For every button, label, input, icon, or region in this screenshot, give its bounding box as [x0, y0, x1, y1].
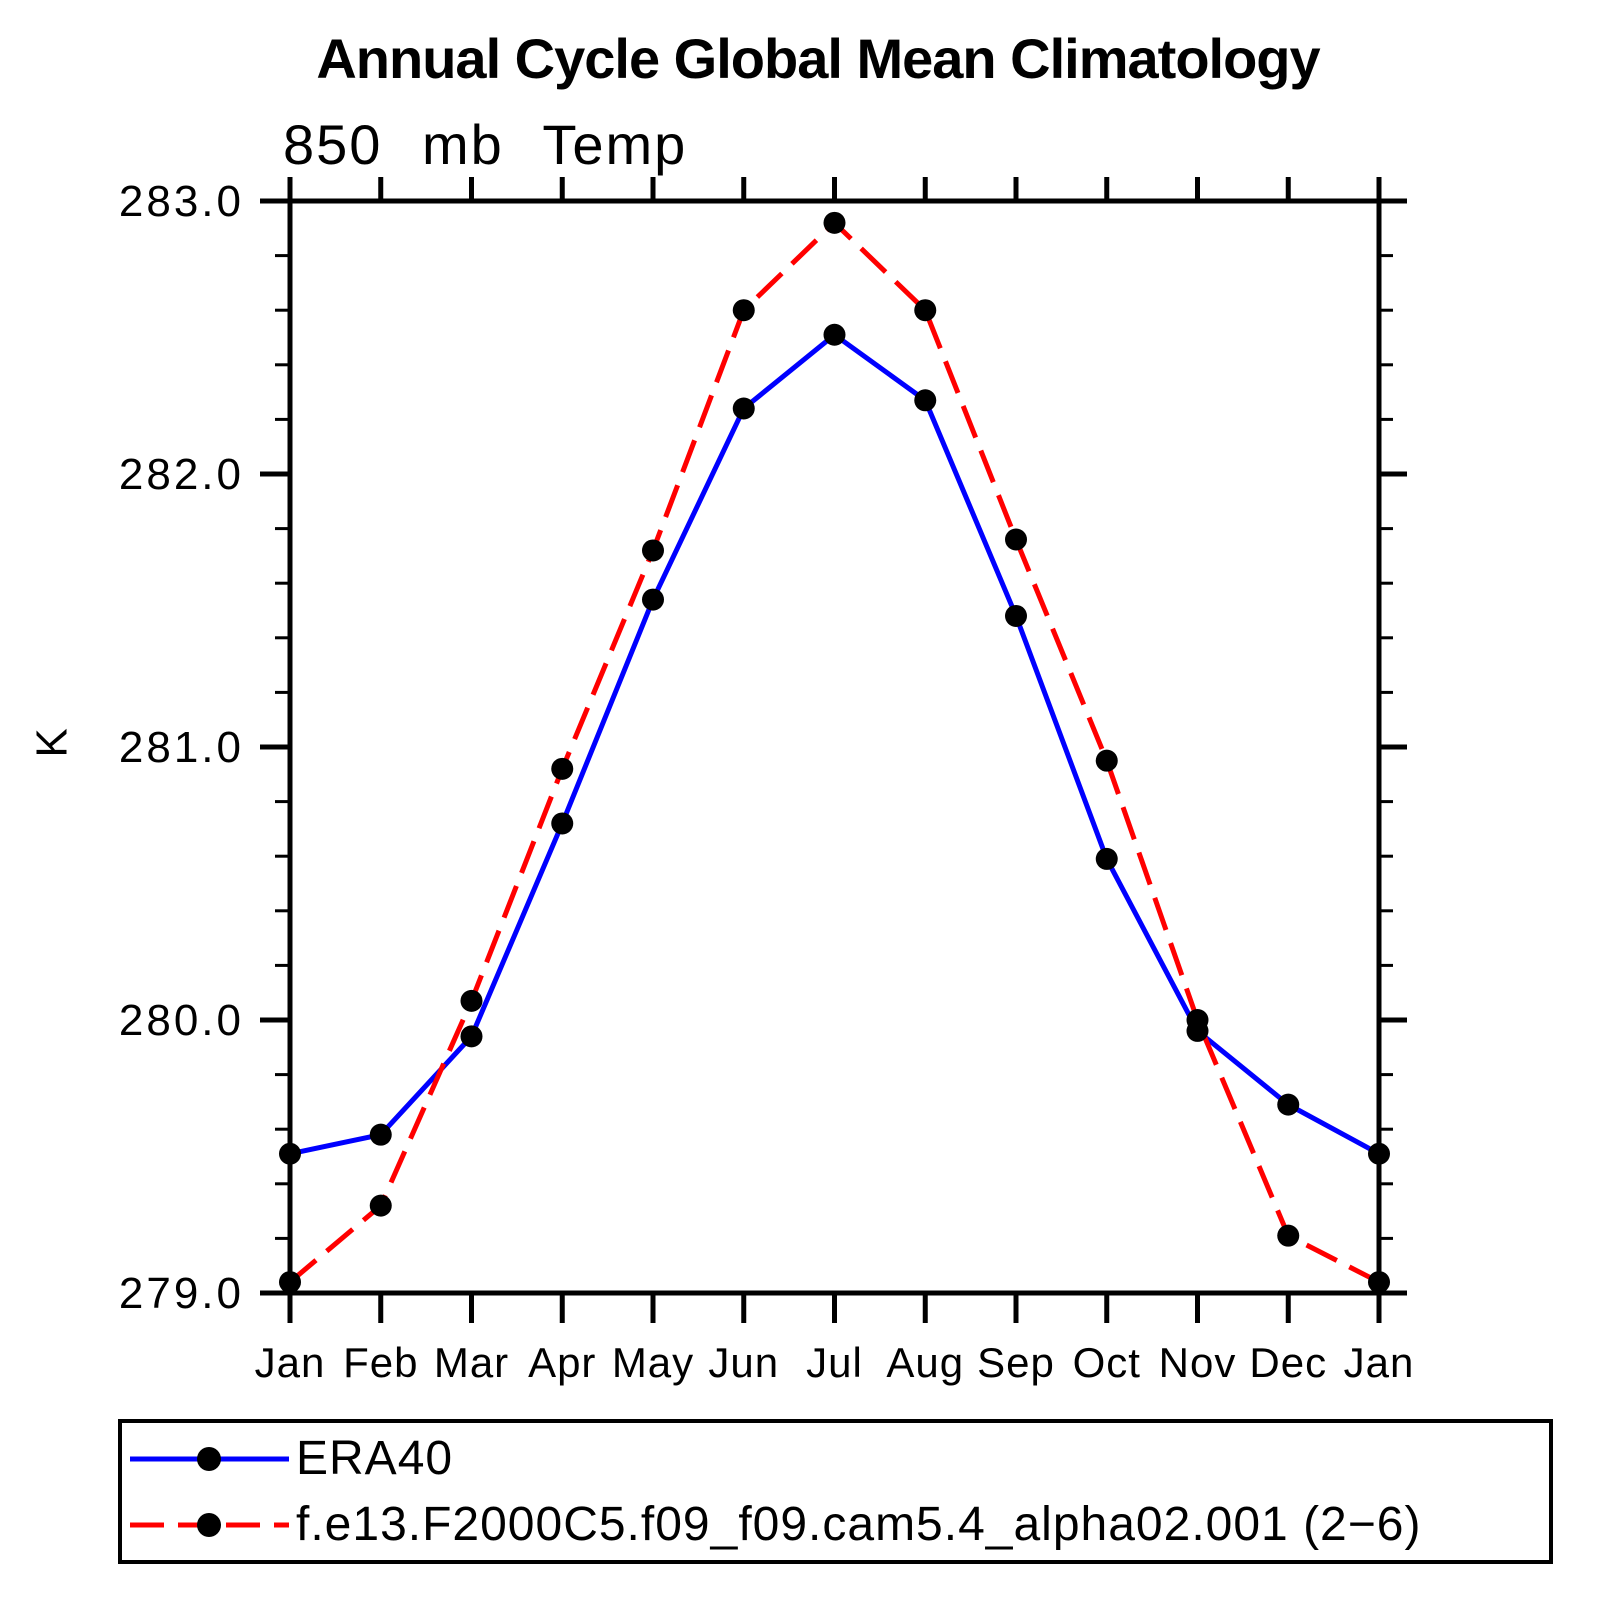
y-tick-label: 282.0	[119, 450, 244, 499]
data-point	[823, 211, 846, 234]
data-point	[914, 389, 937, 412]
data-point	[1095, 847, 1118, 870]
data-point	[460, 989, 483, 1012]
legend-label-model: f.e13.F2000C5.f09_f09.cam5.4_alpha02.001…	[296, 1498, 1422, 1551]
x-tick-label: Apr	[528, 1339, 596, 1386]
data-point	[1186, 1009, 1209, 1031]
data-point	[1095, 749, 1118, 772]
chart-subtitle: 850 mb Temp	[283, 113, 688, 176]
x-tick-label: May	[612, 1339, 694, 1386]
data-point	[1005, 604, 1027, 627]
x-tick-label: Dec	[1249, 1339, 1327, 1386]
x-tick-label: Jun	[708, 1339, 779, 1386]
x-tick-label: Oct	[1073, 1339, 1141, 1386]
data-point	[460, 1025, 483, 1048]
data-point	[732, 397, 755, 420]
data-point	[823, 323, 846, 346]
legend-item-era40: ERA40	[124, 1431, 1549, 1487]
data-point	[551, 757, 574, 780]
model-marker-dot-icon	[197, 1512, 221, 1537]
page-title: Annual Cycle Global Mean Climatology	[316, 27, 1320, 90]
era40-marker-dot-icon	[197, 1446, 221, 1471]
data-point	[642, 539, 664, 562]
x-tick-label: Feb	[343, 1339, 418, 1386]
data-point	[1277, 1224, 1300, 1247]
data-point	[914, 299, 937, 322]
y-tick-label: 283.0	[119, 177, 244, 226]
era40-line-sample	[130, 1446, 289, 1471]
legend-label-era40: ERA40	[296, 1432, 454, 1485]
data-point	[1005, 528, 1027, 551]
x-tick-label: Mar	[434, 1339, 509, 1386]
data-point	[1277, 1093, 1300, 1116]
data-point	[1368, 1271, 1390, 1294]
data-point	[279, 1271, 301, 1294]
plot-box	[287, 198, 1382, 1296]
data-point	[369, 1194, 392, 1217]
data-point	[1368, 1142, 1390, 1165]
legend-item-model: f.e13.F2000C5.f09_f09.cam5.4_alpha02.001…	[124, 1497, 1549, 1553]
y-tick-label: 279.0	[119, 1269, 244, 1318]
data-point	[642, 588, 664, 611]
x-tick-label: Aug	[886, 1339, 964, 1386]
data-point	[279, 1142, 301, 1165]
data-point	[732, 299, 755, 322]
series-line-0	[289, 331, 1381, 1157]
series-line-1	[288, 219, 1381, 1285]
x-tick-label: Sep	[977, 1339, 1055, 1386]
x-tick-label: Jan	[255, 1339, 326, 1386]
data-point	[551, 812, 574, 835]
legend: ERA40 f.e13.F2000C5.f09_f09.cam5.4_alpha…	[118, 1419, 1553, 1564]
x-tick-label: Jul	[806, 1339, 863, 1386]
y-tick-label: 280.0	[119, 996, 244, 1045]
x-tick-label: Nov	[1159, 1339, 1237, 1386]
y-tick-label: 281.0	[119, 723, 244, 772]
data-point	[369, 1123, 392, 1146]
x-tick-label: Jan	[1344, 1339, 1415, 1386]
model-line-sample	[130, 1512, 289, 1537]
